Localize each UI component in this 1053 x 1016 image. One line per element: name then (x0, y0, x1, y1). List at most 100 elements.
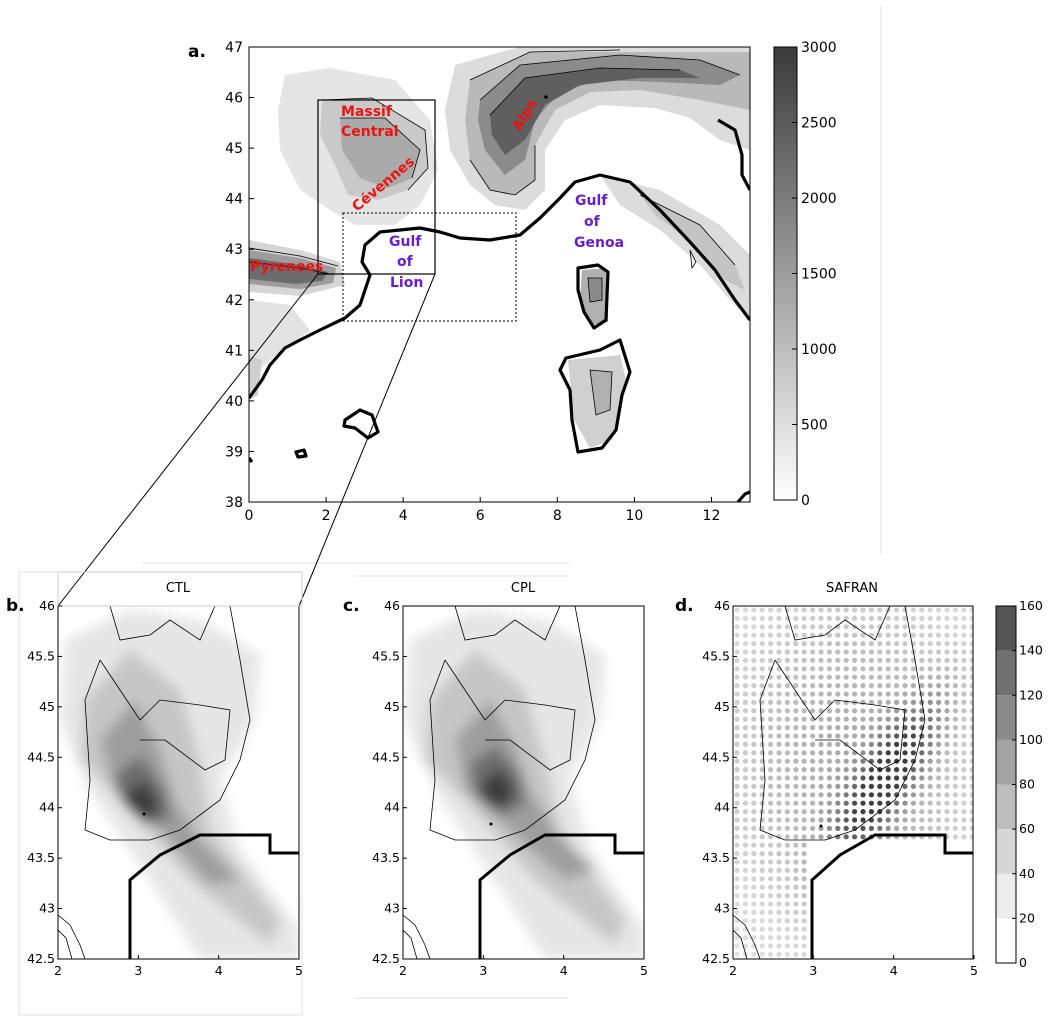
station-dot (894, 657, 900, 664)
station-dot (793, 951, 799, 958)
station-dot (751, 733, 757, 739)
station-dot (852, 708, 858, 714)
station-dot (835, 615, 841, 622)
station-dot (742, 649, 749, 655)
station-dot (734, 792, 740, 798)
station-dot (818, 733, 824, 739)
station-dot (801, 825, 807, 832)
station-dot (885, 750, 891, 756)
station-dot (969, 825, 973, 831)
station-dot (927, 607, 933, 613)
station-dot (877, 666, 883, 672)
station-dot (818, 817, 824, 823)
station-dot (868, 666, 875, 672)
station-dot (835, 750, 841, 756)
station-dot (902, 641, 908, 647)
station-dot (742, 716, 749, 722)
station-dot (894, 632, 900, 638)
station-dot (952, 691, 959, 697)
station-dot (944, 699, 950, 706)
station-dot (919, 666, 925, 672)
station-dot (902, 809, 908, 815)
station-dot (801, 649, 807, 655)
station-dot (860, 825, 866, 832)
station-dot (759, 926, 765, 932)
station-dot (734, 741, 740, 748)
station-dot (843, 683, 849, 689)
station-dot (768, 867, 774, 874)
station-dot (961, 657, 967, 664)
station-dot (835, 817, 841, 823)
station-dot (810, 649, 816, 655)
station-dot (868, 708, 875, 714)
station-dot (969, 758, 973, 764)
station-dot (776, 893, 782, 899)
station-dot (910, 825, 917, 832)
station-dot (835, 699, 841, 706)
station-dot (852, 767, 858, 773)
station-dot (784, 767, 791, 773)
station-dot (927, 641, 933, 647)
station-dot (818, 750, 824, 756)
station-dot (742, 918, 749, 924)
station-dot (742, 935, 749, 941)
station-dot (759, 783, 765, 790)
station-dot (793, 683, 799, 689)
station-dot (793, 851, 799, 857)
station-dot (902, 716, 908, 722)
station-dot (952, 683, 959, 689)
station-dot (768, 699, 774, 706)
station-dot (759, 641, 765, 647)
station-dot (868, 649, 875, 655)
station-dot (927, 716, 933, 722)
station-dot (919, 792, 925, 798)
station-dot (751, 834, 757, 840)
station-dot (810, 708, 816, 714)
station-dot (835, 783, 841, 790)
station-dot (759, 851, 765, 857)
station-dot (759, 951, 765, 958)
station-dot (961, 834, 967, 840)
station-dot (885, 666, 891, 672)
station-dot (801, 716, 807, 722)
station-dot (894, 691, 900, 697)
station-dot (894, 825, 900, 832)
station-dot (742, 901, 749, 907)
station-dot (910, 792, 917, 798)
station-dot (734, 842, 740, 848)
station-dot (936, 758, 942, 764)
station-dot (793, 624, 799, 630)
station-dot (734, 615, 740, 622)
station-dot (742, 683, 749, 689)
station-dot (734, 699, 740, 706)
station-dot (835, 809, 841, 815)
station-dot (860, 674, 866, 680)
panel-b-title: CTL (166, 581, 191, 596)
station-dot (835, 649, 841, 655)
station-dot (919, 674, 925, 680)
station-dot (969, 725, 973, 731)
label-gulf-lion-1: Gulf (389, 234, 422, 250)
station-dot (868, 792, 875, 798)
station-dot (944, 683, 950, 689)
station-dot (801, 699, 807, 706)
station-dot (801, 800, 807, 806)
station-dot (944, 725, 950, 731)
station-dot (793, 607, 799, 613)
y-tick-label: 42.5 (27, 951, 55, 966)
station-dot (810, 741, 816, 748)
station-dot (734, 935, 740, 941)
station-dot (801, 624, 807, 630)
station-dot (759, 842, 765, 848)
station-dot (734, 817, 740, 823)
station-dot (826, 657, 833, 664)
station-dot (751, 758, 757, 764)
station-dot (910, 708, 917, 714)
station-dot (810, 641, 816, 647)
y-tick-label: 46 (225, 91, 243, 107)
station-dot (927, 792, 933, 798)
x-tick-label: 8 (553, 508, 562, 524)
station-dot (759, 909, 765, 916)
station-dot (868, 674, 875, 680)
colorbar-tick-label: 120 (1019, 687, 1043, 702)
